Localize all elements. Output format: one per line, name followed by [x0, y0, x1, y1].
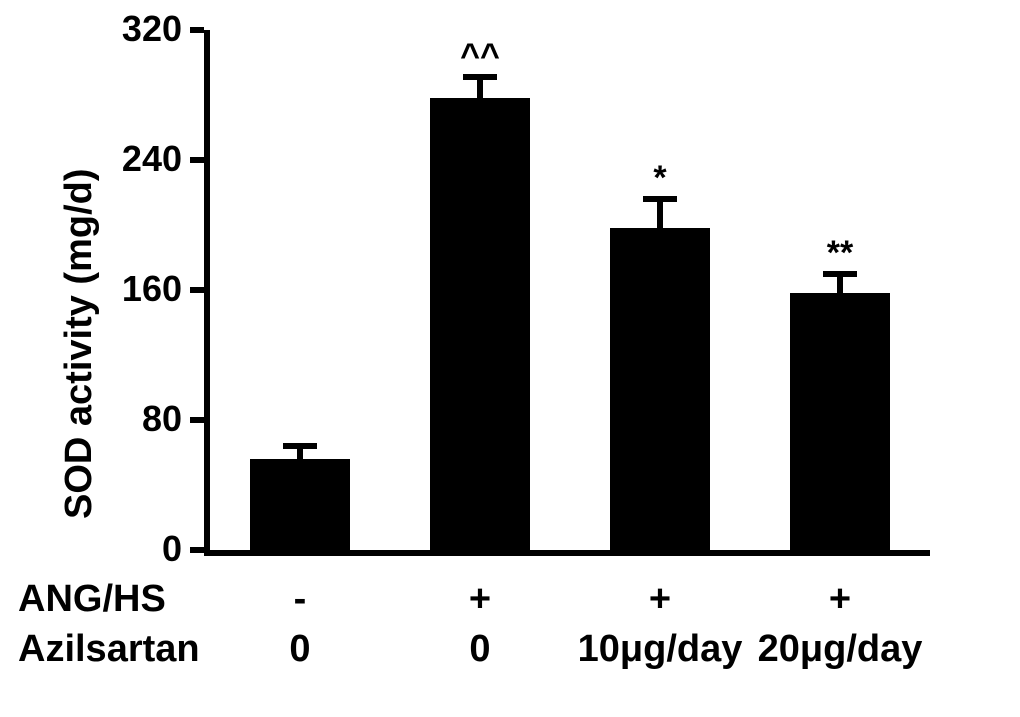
- x-cell: 20μg/day: [750, 628, 930, 671]
- y-tick: [190, 27, 204, 33]
- bar: [430, 98, 531, 550]
- x-cell: +: [750, 578, 930, 621]
- figure: 080160240320SOD activity (mg/d)^^***ANG/…: [0, 0, 1020, 717]
- error-cap: [283, 443, 317, 449]
- significance-label: *: [600, 159, 720, 198]
- x-cell: -: [210, 578, 390, 621]
- significance-label: **: [780, 234, 900, 273]
- bar: [610, 228, 711, 550]
- x-cell: 0: [390, 628, 570, 671]
- y-axis-label: SOD activity (mg/d): [58, 168, 101, 519]
- error-bar: [477, 77, 483, 98]
- bar: [790, 293, 891, 550]
- y-tick: [190, 287, 204, 293]
- x-cell: +: [390, 578, 570, 621]
- x-row-label: ANG/HS: [18, 578, 166, 621]
- y-axis: [204, 30, 210, 556]
- y-tick-label: 320: [82, 8, 182, 50]
- y-tick-label: 0: [82, 528, 182, 570]
- x-cell: +: [570, 578, 750, 621]
- y-tick: [190, 547, 204, 553]
- x-axis: [204, 550, 930, 556]
- error-bar: [657, 199, 663, 228]
- x-cell: 0: [210, 628, 390, 671]
- y-tick: [190, 157, 204, 163]
- y-tick: [190, 417, 204, 423]
- x-row-label: Azilsartan: [18, 628, 200, 671]
- significance-label: ^^: [420, 37, 540, 76]
- x-cell: 10μg/day: [570, 628, 750, 671]
- bar: [250, 459, 351, 550]
